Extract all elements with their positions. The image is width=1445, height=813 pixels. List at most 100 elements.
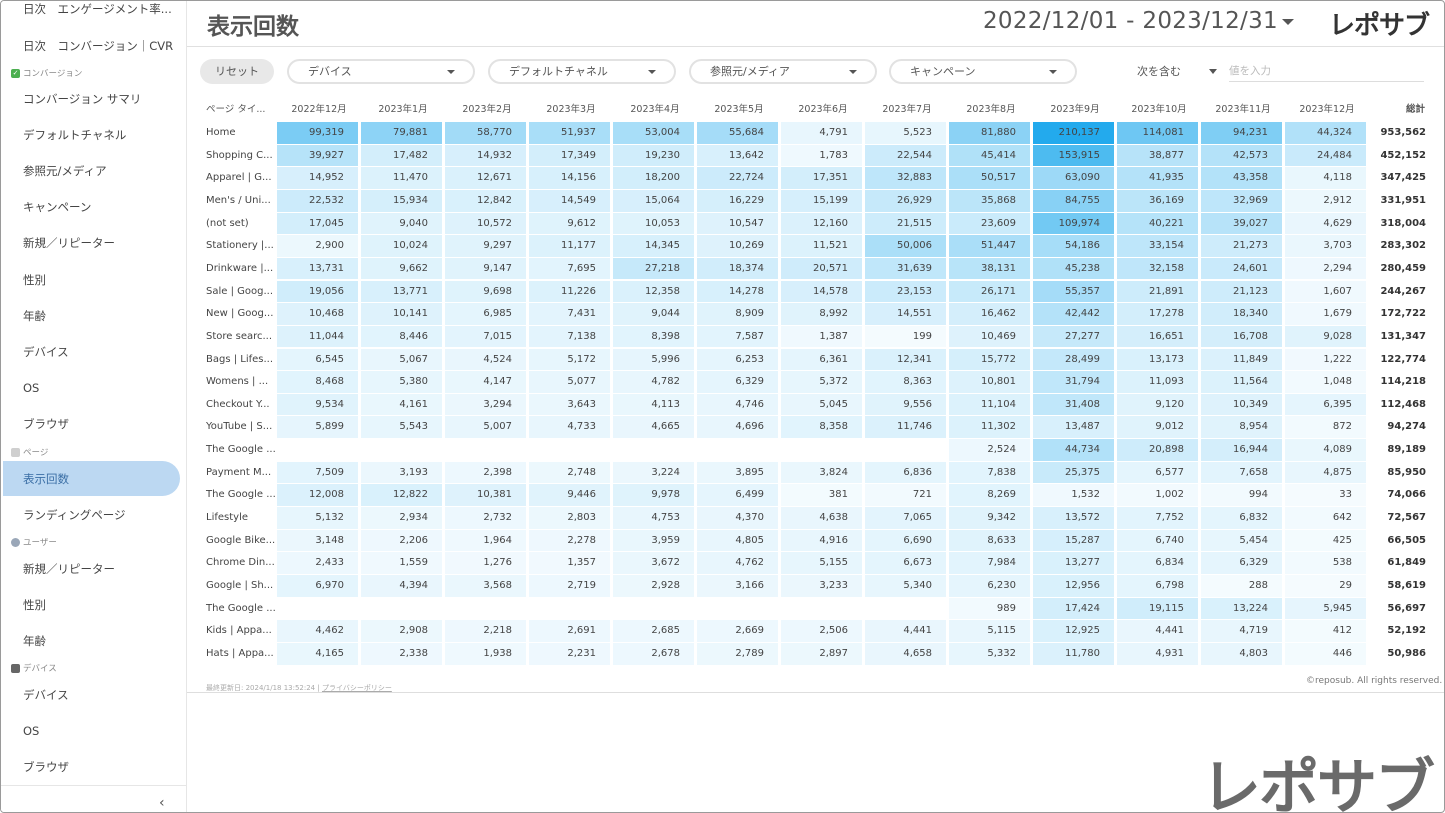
filter-campaign-dropdown[interactable]: キャンペーン bbox=[889, 59, 1077, 84]
table-row-label[interactable]: The Google ... bbox=[206, 602, 276, 614]
table-row-label[interactable]: Stationery |... bbox=[206, 240, 274, 252]
table-row-total: 56,697 bbox=[1387, 602, 1426, 614]
table-cell: 14,549 bbox=[529, 189, 610, 212]
date-range-picker[interactable]: 2022/12/01 - 2023/12/31 bbox=[983, 8, 1278, 34]
table-row-label[interactable]: Bags | Lifes... bbox=[206, 353, 274, 365]
table-row-label[interactable]: New | Goog... bbox=[206, 308, 274, 320]
sidebar-item-gender[interactable]: 性別 bbox=[23, 273, 46, 287]
table-row-label[interactable]: Shopping C... bbox=[206, 149, 273, 161]
reset-button[interactable]: リセット bbox=[200, 59, 274, 84]
column-header-month[interactable]: 2023年12月 bbox=[1299, 104, 1355, 115]
table-row-label[interactable]: Drinkware |... bbox=[206, 262, 274, 274]
column-header-month[interactable]: 2023年8月 bbox=[966, 104, 1016, 115]
table-cell: 22,544 bbox=[865, 144, 946, 167]
table-cell: 4,394 bbox=[361, 575, 442, 597]
filter-source-medium-dropdown[interactable]: 参照元/メディア bbox=[689, 59, 877, 84]
sidebar-item-daily-engagement[interactable]: 日次 エンゲージメント率... bbox=[23, 2, 172, 16]
column-header-month[interactable]: 2023年6月 bbox=[798, 104, 848, 115]
column-header-page-title[interactable]: ページ タイ... bbox=[206, 104, 266, 115]
table-row-label[interactable]: (not set) bbox=[206, 217, 249, 229]
collapse-sidebar-icon[interactable]: ‹ bbox=[159, 795, 165, 811]
table-row-label[interactable]: Sale | Goog... bbox=[206, 285, 274, 297]
sidebar-item-user-new-returning[interactable]: 新規／リピーター bbox=[23, 562, 115, 576]
table-cell: 3,166 bbox=[697, 575, 778, 597]
date-range-caret-icon[interactable] bbox=[1282, 19, 1294, 25]
table-cell: 6,253 bbox=[697, 348, 778, 371]
table-row-label[interactable]: Google Bike... bbox=[206, 534, 276, 546]
table-row-label[interactable]: Chrome Din... bbox=[206, 557, 275, 569]
table-cell: 2,897 bbox=[781, 642, 862, 665]
filter-device-dropdown[interactable]: デバイス bbox=[287, 59, 475, 84]
column-header-month[interactable]: 2023年2月 bbox=[462, 104, 512, 115]
table-row-label[interactable]: Store searc... bbox=[206, 330, 273, 342]
table-cell: 4,118 bbox=[1285, 167, 1366, 189]
filter-value-input[interactable] bbox=[1229, 60, 1424, 82]
table-cell: 7,431 bbox=[529, 303, 610, 325]
sidebar-item-device-device[interactable]: デバイス bbox=[23, 688, 69, 702]
table-cell: 14,932 bbox=[445, 144, 526, 167]
table-cell: 721 bbox=[865, 484, 946, 506]
table-cell: 2,231 bbox=[529, 642, 610, 665]
sidebar-item-campaign[interactable]: キャンペーン bbox=[23, 200, 92, 214]
filter-default-channel-dropdown[interactable]: デフォルトチャネル bbox=[488, 59, 676, 84]
table-row-label[interactable]: The Google ... bbox=[206, 444, 276, 456]
table-row-label[interactable]: Womens | ... bbox=[206, 376, 269, 388]
table-cell: 3,824 bbox=[781, 461, 862, 484]
sidebar-item-landing-page[interactable]: ランディングページ bbox=[23, 508, 126, 522]
table-row-label[interactable]: Apparel | G... bbox=[206, 172, 272, 184]
match-type-caret-icon[interactable] bbox=[1209, 69, 1217, 74]
sidebar-item-browser[interactable]: ブラウザ bbox=[23, 417, 69, 431]
table-cell: 12,842 bbox=[445, 189, 526, 212]
sidebar-item-user-gender[interactable]: 性別 bbox=[23, 598, 46, 612]
table-cell: 4,931 bbox=[1117, 642, 1198, 665]
table-row-label[interactable]: Hats | Appa... bbox=[206, 647, 274, 659]
sidebar-item-pageviews[interactable]: 表示回数 bbox=[23, 472, 69, 486]
table-cell: 1,048 bbox=[1285, 371, 1366, 393]
table-cell: 22,532 bbox=[277, 189, 358, 212]
table-row-label[interactable]: Checkout Y... bbox=[206, 398, 270, 410]
table-row-label[interactable]: Google | Sh... bbox=[206, 580, 274, 591]
table-row-label[interactable]: Men's / Uni... bbox=[206, 194, 271, 206]
sidebar-item-user-age[interactable]: 年齢 bbox=[23, 634, 46, 648]
table-cell: 6,970 bbox=[277, 575, 358, 597]
table-cell: 288 bbox=[1201, 575, 1282, 597]
sidebar-item-device-browser[interactable]: ブラウザ bbox=[23, 760, 69, 774]
table-row-label[interactable]: Kids | Appa... bbox=[206, 625, 272, 637]
column-header-month[interactable]: 2023年10月 bbox=[1131, 104, 1187, 115]
table-cell: 53,004 bbox=[613, 122, 694, 144]
sidebar-item-os[interactable]: OS bbox=[23, 381, 40, 395]
column-header-month[interactable]: 2023年1月 bbox=[378, 104, 428, 115]
sidebar-item-default-channel[interactable]: デフォルトチャネル bbox=[23, 128, 127, 142]
column-header-month[interactable]: 2023年9月 bbox=[1050, 104, 1100, 115]
table-cell: 4,762 bbox=[697, 552, 778, 574]
table-cell: 2,678 bbox=[613, 642, 694, 665]
table-row-label[interactable]: The Google ... bbox=[206, 489, 276, 501]
column-header-month[interactable]: 2022年12月 bbox=[291, 104, 347, 115]
table-cell: 5,172 bbox=[529, 348, 610, 371]
column-header-month[interactable]: 2023年3月 bbox=[546, 104, 596, 115]
column-header-total[interactable]: 総計 bbox=[1405, 104, 1425, 115]
table-cell: 3,568 bbox=[445, 575, 526, 597]
sidebar-item-conversion-summary[interactable]: コンバージョン サマリ bbox=[23, 92, 142, 106]
sidebar-item-daily-conversion[interactable]: 日次 コンバージョン｜CVR bbox=[23, 39, 174, 53]
table-cell: 13,771 bbox=[361, 280, 442, 303]
table-row-label[interactable]: Payment M... bbox=[206, 466, 272, 478]
table-cell: 16,462 bbox=[949, 303, 1030, 325]
table-row-label[interactable]: YouTube | S... bbox=[206, 421, 273, 433]
sidebar-item-device[interactable]: デバイス bbox=[23, 345, 69, 359]
column-header-month[interactable]: 2023年7月 bbox=[882, 104, 932, 115]
match-type-select[interactable]: 次を含む bbox=[1137, 65, 1181, 78]
column-header-month[interactable]: 2023年4月 bbox=[630, 104, 680, 115]
table-cell: 6,577 bbox=[1117, 461, 1198, 484]
table-row-label[interactable]: Home bbox=[206, 127, 236, 138]
sidebar-item-source-medium[interactable]: 参照元/メディア bbox=[23, 164, 107, 178]
table-cell: 27,218 bbox=[613, 257, 694, 280]
table-row-label[interactable]: Lifestyle bbox=[206, 512, 249, 524]
sidebar-item-device-os[interactable]: OS bbox=[23, 724, 40, 738]
sidebar-item-new-returning[interactable]: 新規／リピーター bbox=[23, 236, 115, 250]
sidebar-item-age[interactable]: 年齢 bbox=[23, 309, 46, 323]
column-header-month[interactable]: 2023年11月 bbox=[1215, 104, 1271, 115]
column-header-month[interactable]: 2023年5月 bbox=[714, 104, 764, 115]
table-cell: 58,770 bbox=[445, 122, 526, 144]
privacy-policy-link[interactable]: プライバシーポリシー bbox=[321, 684, 392, 692]
